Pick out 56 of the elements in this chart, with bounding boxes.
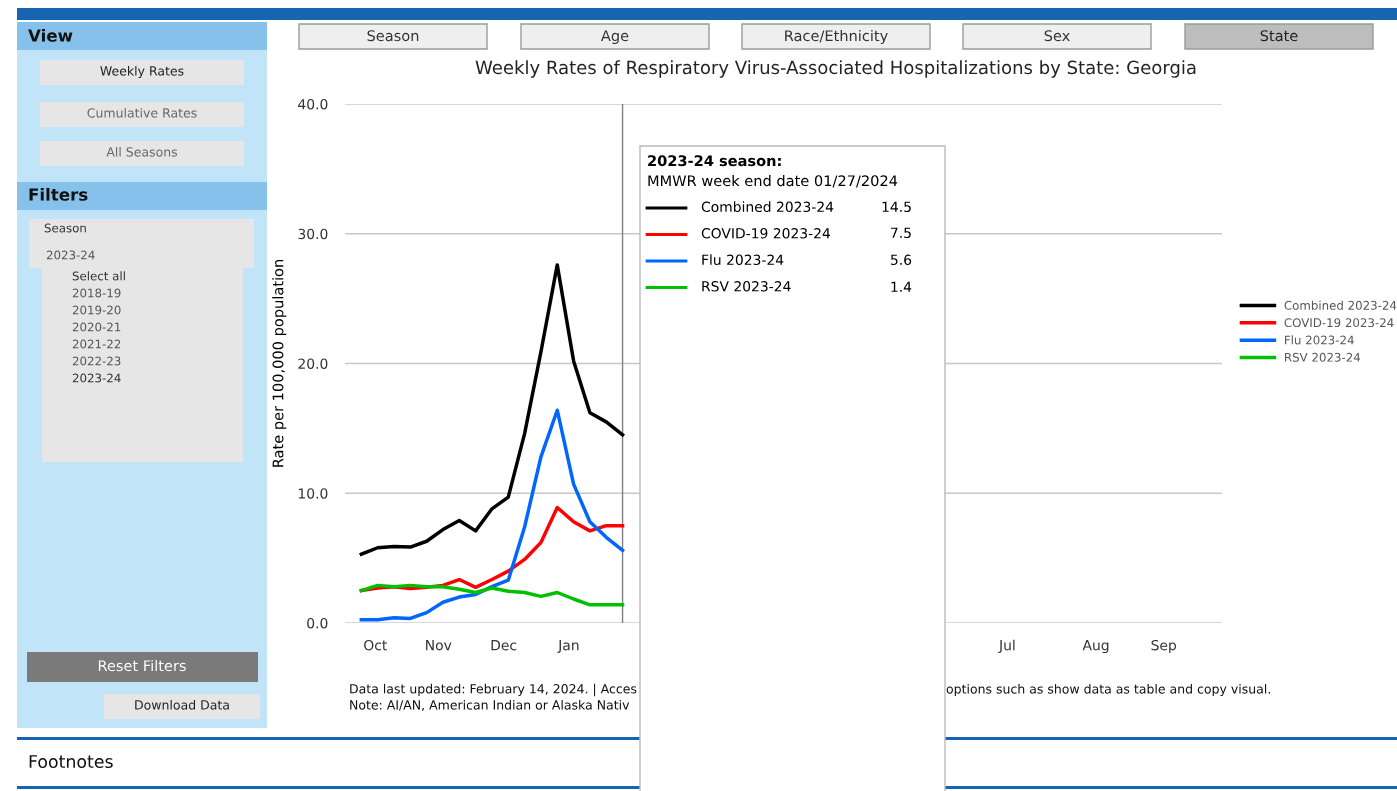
text: View	[28, 28, 73, 42]
text: 2021-22	[72, 339, 121, 349]
annotation: 7.5	[891, 227, 911, 239]
x-tick-label: Dec	[491, 640, 517, 651]
y-tick-label: 10.0	[298, 488, 328, 499]
legend-label: COVID-19 2023-24	[701, 228, 831, 239]
text: 2020-21	[72, 322, 121, 332]
text: Flu 2023-24	[1285, 335, 1354, 345]
x-tick-label: Aug	[1082, 640, 1109, 654]
text: Combined 2023-24	[1284, 300, 1397, 310]
annotation: MMWR week end date 01/27/2024	[648, 174, 898, 188]
y-tick-label: 20.0	[298, 358, 328, 369]
x-tick-label: Nov	[426, 640, 452, 651]
text: COVID-19 2023-24	[1284, 318, 1394, 328]
annotation: 14.5	[882, 201, 911, 213]
text: 2019-20	[72, 305, 121, 315]
text: 2018-19	[72, 288, 121, 298]
text: Season	[44, 223, 86, 233]
x-tick-label: Jan	[557, 640, 579, 653]
text: options such as show data as table and copy visual.	[946, 683, 1270, 697]
text: Age	[601, 30, 629, 45]
annotation: 1.4	[891, 281, 912, 292]
legend-label: RSV 2023-24	[702, 281, 791, 292]
line-series	[359, 263, 625, 556]
text: Cumulative Rates	[87, 107, 197, 118]
text: State	[1260, 30, 1298, 42]
x-tick-label: Jul	[998, 639, 1015, 653]
line-series	[359, 408, 625, 622]
text: Sex	[1044, 30, 1070, 42]
legend-label: Combined 2023-24	[701, 201, 834, 213]
text: 2023-24	[46, 250, 95, 260]
text: Reset Filters	[98, 659, 186, 672]
y-tick-label: 30.0	[298, 228, 328, 240]
annotation: 2023-24 season:	[648, 155, 781, 167]
text: Footnotes	[29, 755, 113, 769]
text: All Seasons	[106, 146, 178, 157]
legend-label: Flu 2023-24	[702, 254, 784, 266]
x-tick-label: Sep	[1151, 639, 1177, 654]
text: Data last updated: February 14, 2024. | Acces	[350, 683, 637, 697]
y-tick-label: 0.0	[307, 617, 328, 629]
y-tick-label: 40.0	[298, 98, 328, 110]
text: Season	[367, 30, 419, 42]
text: Download Data	[135, 699, 229, 710]
text: Select all	[72, 271, 125, 281]
text: Filters	[29, 187, 88, 201]
chart-title: Weekly Rates of Respiratory Virus-Associated Hospitalizations by State: Georgia	[475, 60, 1196, 78]
line-series	[359, 583, 625, 607]
text: RSV 2023-24	[1285, 352, 1361, 362]
text: Weekly Rates	[100, 65, 184, 79]
annotation: 5.6	[890, 254, 912, 266]
text: Race/Ethnicity	[785, 29, 888, 45]
x-tick-label: Oct	[364, 639, 387, 651]
y-axis-title: Rate per 100,000 population	[272, 260, 287, 467]
text: Note: AI/AN, American Indian or Alaska Nativ	[350, 699, 630, 711]
text: 2022-23	[72, 356, 121, 366]
text: 2023-24	[72, 373, 121, 383]
